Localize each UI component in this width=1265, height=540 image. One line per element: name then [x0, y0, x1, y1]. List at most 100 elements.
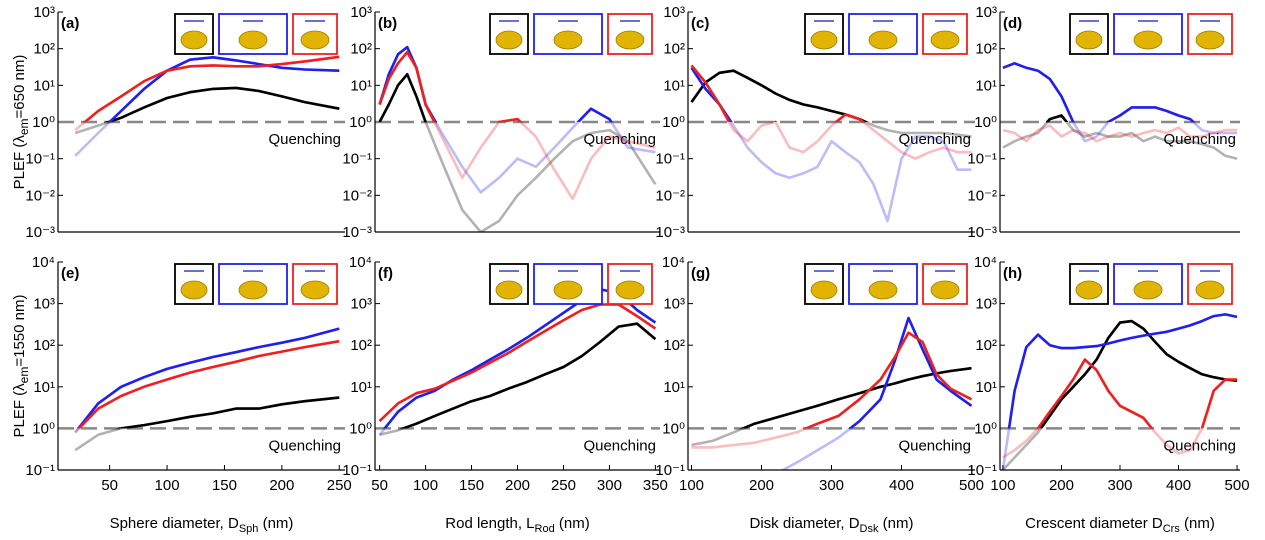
y-tick-label: 10⁻¹	[342, 151, 372, 168]
series-line	[1007, 313, 1238, 429]
y-tick-label: 10³	[975, 4, 997, 21]
reference-label: Quenching	[268, 437, 341, 454]
series-line	[116, 396, 340, 429]
reference-label: Quenching	[583, 437, 656, 454]
inset-particle	[238, 30, 268, 50]
x-axis-label-part: Crescent diameter D	[1025, 515, 1163, 532]
x-tick-label: 250	[551, 477, 576, 494]
x-tick-label: 200	[749, 477, 774, 494]
y-tick-label: 10¹	[33, 77, 55, 94]
x-axis-label-part: Rod	[535, 523, 555, 535]
panel-label: (g)	[691, 265, 710, 282]
y-tick-label: 10⁴	[662, 254, 685, 271]
series-line	[77, 339, 340, 429]
y-tick-label: 10²	[663, 41, 685, 58]
x-axis-label-part: Crs	[1163, 523, 1181, 535]
series-line	[82, 55, 340, 122]
x-tick-label: 200	[505, 477, 530, 494]
x-tick-label: 50	[101, 477, 118, 494]
series-line	[802, 331, 973, 429]
y-tick-label: 10³	[663, 296, 685, 313]
panel-label: (b)	[378, 15, 397, 32]
y-tick-label: 10³	[350, 4, 372, 21]
x-tick-label: 500	[1225, 477, 1250, 494]
inset-particle	[868, 280, 898, 300]
inset-particle	[930, 30, 960, 50]
y-tick-label: 10²	[33, 41, 55, 58]
series-line	[690, 69, 869, 122]
inset-particle	[553, 30, 583, 50]
x-axis-label-part: Dsk	[860, 523, 879, 535]
y-tick-label: 10⁻¹	[655, 151, 685, 168]
y-tick-label: 10⁻¹	[655, 462, 685, 479]
y-tick-label: 10¹	[350, 77, 372, 94]
y-tick-label: 10⁻²	[967, 187, 997, 204]
x-tick-label: 100	[413, 477, 438, 494]
inset-particle	[615, 30, 645, 50]
inset-particle	[180, 280, 208, 300]
series-line	[76, 327, 340, 429]
panel-label: (d)	[1003, 15, 1022, 32]
series-line	[378, 73, 428, 122]
y-tick-label: 10⁻³	[655, 224, 685, 241]
y-tick-label: 10⁻¹	[967, 462, 997, 479]
x-tick-label: 350	[643, 477, 668, 494]
inset-particle	[553, 280, 583, 300]
y-axis-label-part: =1550 nm)	[11, 295, 28, 367]
y-tick-label: 10⁰	[662, 420, 685, 437]
inset-particle	[1075, 30, 1103, 50]
y-tick-label: 10¹	[33, 379, 55, 396]
panel-label: (e)	[61, 265, 79, 282]
series-line-faded	[74, 327, 340, 434]
x-tick-label: 200	[269, 477, 294, 494]
y-tick-label: 10⁰	[974, 114, 997, 131]
series-line	[1036, 358, 1238, 429]
inset-particle	[1195, 30, 1225, 50]
y-axis-label-part: em	[17, 118, 31, 135]
y-axis-label-part: PLEF (λ	[11, 135, 28, 190]
y-tick-label: 10⁻¹	[25, 462, 55, 479]
y-tick-label: 10¹	[975, 379, 997, 396]
y-tick-label: 10⁻²	[25, 187, 55, 204]
y-tick-label: 10⁻²	[342, 187, 372, 204]
y-tick-label: 10⁴	[32, 254, 55, 271]
series-line	[378, 45, 613, 122]
x-axis-label-part: (nm)	[258, 515, 293, 532]
x-tick-label: 100	[155, 477, 180, 494]
x-axis-label-part: (nm)	[1180, 515, 1215, 532]
inset-particle	[930, 280, 960, 300]
y-tick-label: 10⁻¹	[342, 462, 372, 479]
y-axis-label: PLEF (λem=1550 nm)	[11, 295, 31, 438]
y-tick-label: 10²	[33, 337, 55, 354]
y-tick-label: 10²	[975, 41, 997, 58]
x-axis-label-part: Sph	[239, 523, 259, 535]
y-tick-label: 10⁰	[662, 114, 685, 131]
inset-particle	[300, 30, 330, 50]
panel-label: (h)	[1003, 265, 1022, 282]
x-axis-label: Crescent diameter DCrs (nm)	[1025, 515, 1215, 535]
x-tick-label: 50	[371, 477, 388, 494]
x-tick-label: 400	[1166, 477, 1191, 494]
y-tick-label: 10¹	[663, 379, 685, 396]
series-line-faded	[378, 73, 657, 232]
y-tick-label: 10²	[350, 337, 372, 354]
x-tick-label: 300	[819, 477, 844, 494]
x-tick-label: 200	[1049, 477, 1074, 494]
series-line-faded	[691, 331, 973, 449]
y-tick-label: 10²	[663, 337, 685, 354]
inset-particle	[495, 30, 523, 50]
series-line	[399, 322, 657, 429]
x-tick-label: 150	[212, 477, 237, 494]
x-axis-label: Sphere diameter, DSph (nm)	[110, 515, 294, 535]
series-line-faded	[690, 64, 972, 160]
x-axis-label-part: (nm)	[555, 515, 590, 532]
x-axis-label-part: Sphere diameter, D	[110, 515, 239, 532]
inset-particle	[495, 280, 523, 300]
series-line	[1002, 62, 1196, 122]
x-tick-label: 400	[889, 477, 914, 494]
y-axis-label: PLEF (λem=650 nm)	[11, 55, 31, 190]
y-tick-label: 10¹	[350, 379, 372, 396]
y-tick-label: 10⁻³	[967, 224, 997, 241]
y-tick-label: 10⁻³	[342, 224, 372, 241]
y-axis-label-part: em	[17, 367, 31, 384]
